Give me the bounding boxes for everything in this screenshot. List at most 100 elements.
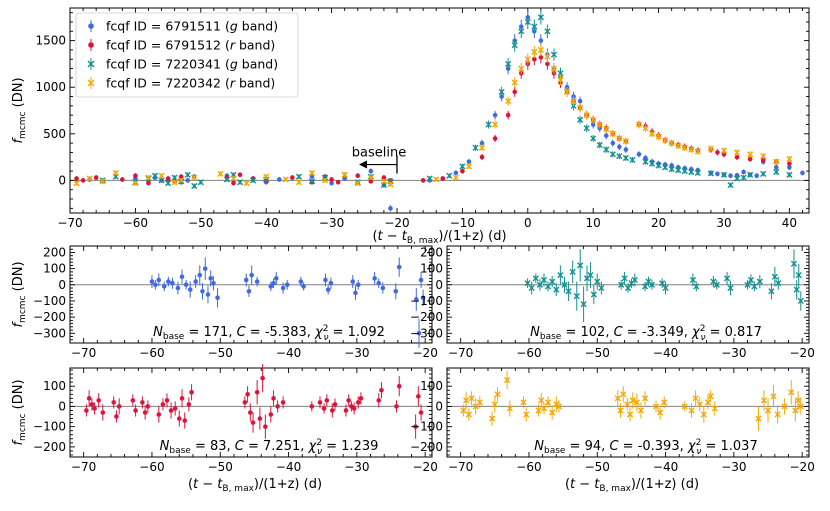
legend-label-r1: fcqf ID = 6791512 (r band) bbox=[106, 38, 275, 53]
data-point-r2 bbox=[786, 155, 793, 163]
residual-point bbox=[325, 287, 331, 292]
data-point-r2 bbox=[511, 79, 518, 86]
residual-point bbox=[301, 284, 306, 289]
data-point-g2 bbox=[544, 28, 551, 35]
x-tick-label: −20 bbox=[384, 216, 409, 230]
legend-label-g1: fcqf ID = 6791511 (g band) bbox=[106, 19, 278, 34]
data-point-r2 bbox=[433, 176, 440, 183]
residual-point bbox=[491, 401, 498, 408]
x-tick-label: −20 bbox=[413, 460, 438, 474]
residual-point bbox=[580, 301, 587, 308]
y-tick-label: 0 bbox=[435, 278, 443, 292]
residual-point bbox=[626, 411, 634, 418]
data-point-g1 bbox=[590, 122, 596, 127]
data-point-r2 bbox=[478, 144, 486, 151]
residual-point bbox=[263, 424, 268, 429]
residual-point bbox=[372, 276, 377, 281]
x-tick-label: −40 bbox=[653, 460, 678, 474]
residual-point bbox=[620, 391, 627, 398]
residual-point bbox=[756, 278, 763, 285]
data-point-g1 bbox=[643, 155, 648, 161]
data-point-r1 bbox=[460, 168, 465, 174]
residual-point bbox=[661, 399, 668, 406]
panel-g1-residuals: −70 −60 −50 −40 −30 −20 −300 −200 −100 0 100 200 Nba… bbox=[11, 245, 438, 360]
axes-frame bbox=[69, 7, 810, 214]
data-point-r2 bbox=[622, 138, 629, 145]
y-tick-label: −300 bbox=[33, 326, 66, 340]
residual-point bbox=[189, 389, 194, 395]
data-point-g1 bbox=[728, 173, 733, 179]
y-tick-label: −300 bbox=[410, 326, 443, 340]
data-point-g1 bbox=[342, 176, 347, 181]
x-tick-label: −60 bbox=[123, 216, 148, 230]
data-point-g2 bbox=[498, 88, 505, 95]
residual-point bbox=[149, 279, 155, 284]
residual-point bbox=[587, 272, 594, 279]
x-tick-label: −10 bbox=[450, 216, 475, 230]
data-point-g2 bbox=[165, 180, 172, 187]
residual-point bbox=[413, 424, 418, 429]
y-tick-label: 100 bbox=[420, 379, 443, 393]
residual-point bbox=[130, 398, 136, 403]
x-tick-label: −40 bbox=[276, 460, 301, 474]
legend-label-r2: fcqf ID = 7220342 (r band) bbox=[106, 76, 275, 91]
data-point-r2 bbox=[662, 137, 669, 144]
data-point-g1 bbox=[329, 180, 334, 186]
data-point-r2 bbox=[145, 174, 152, 181]
data-point-r1 bbox=[329, 177, 334, 182]
data-point-r2 bbox=[616, 135, 623, 142]
residual-point bbox=[183, 282, 189, 288]
data-point-g1 bbox=[368, 168, 374, 174]
data-point-g2 bbox=[655, 162, 662, 169]
residual-point bbox=[202, 266, 208, 271]
residual-point bbox=[504, 377, 511, 384]
data-point-r2 bbox=[760, 153, 767, 160]
data-point-r2 bbox=[308, 169, 316, 177]
data-point-g2 bbox=[518, 28, 525, 35]
residual-point bbox=[170, 280, 175, 286]
y-tick-label: 0 bbox=[58, 173, 66, 187]
residual-point bbox=[156, 277, 162, 283]
data-point-r1 bbox=[512, 89, 518, 95]
data-point-r1 bbox=[787, 161, 792, 166]
stats-label: Nbase = 102, C = -3.349, χ2 ν = 0.817 bbox=[530, 324, 762, 343]
data-point-g2 bbox=[747, 171, 754, 178]
residual-point bbox=[532, 275, 539, 282]
residual-point bbox=[652, 403, 660, 410]
residual-point bbox=[197, 272, 203, 278]
residual-point bbox=[565, 288, 572, 295]
data-point-r1 bbox=[146, 180, 151, 186]
data-point-r1 bbox=[368, 179, 374, 184]
x-tick-label: −60 bbox=[516, 460, 541, 474]
residual-point bbox=[355, 400, 361, 405]
data-point-r2 bbox=[191, 174, 198, 181]
residual-point bbox=[89, 402, 95, 407]
data-point-g2 bbox=[295, 173, 302, 180]
residual-point bbox=[200, 288, 205, 294]
data-point-g2 bbox=[662, 164, 669, 171]
residual-point bbox=[657, 409, 664, 416]
residual-point bbox=[376, 280, 382, 286]
data-point-r2 bbox=[263, 173, 270, 180]
data-point-r2 bbox=[648, 130, 656, 137]
residual-point bbox=[688, 407, 695, 414]
data-point-r2 bbox=[773, 158, 780, 165]
data-point-r2 bbox=[583, 112, 590, 119]
stats-label: Nbase = 94, C = -0.393, χ2 ν = 1.037 bbox=[534, 438, 757, 457]
x-tick-label: −50 bbox=[208, 460, 233, 474]
residual-point bbox=[764, 407, 772, 414]
data-point-r2 bbox=[178, 177, 185, 184]
data-point-r2 bbox=[158, 172, 165, 179]
residual-point bbox=[624, 401, 631, 408]
residual-point bbox=[790, 260, 798, 267]
residual-point bbox=[298, 279, 304, 284]
residual-point bbox=[324, 398, 330, 403]
residual-point bbox=[797, 403, 804, 410]
data-point-r2 bbox=[707, 145, 714, 152]
residual-point bbox=[257, 416, 263, 421]
data-point-r2 bbox=[681, 144, 688, 151]
data-point-r2 bbox=[387, 181, 394, 188]
residual-point bbox=[771, 273, 778, 280]
y-tick-label: −200 bbox=[33, 440, 66, 454]
residual-point bbox=[168, 408, 174, 413]
